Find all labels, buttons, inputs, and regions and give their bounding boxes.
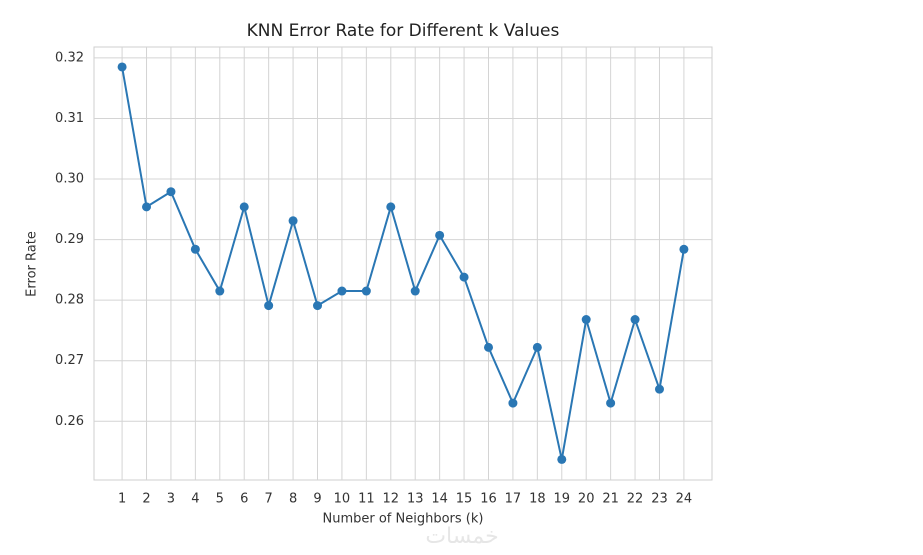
marker: [215, 286, 225, 296]
x-tick-label: 16: [480, 492, 497, 507]
x-tick-label: 11: [358, 492, 375, 507]
x-tick-label: 8: [289, 492, 297, 507]
x-tick-label: 4: [191, 492, 199, 507]
y-tick-label: 0.29: [55, 232, 84, 247]
marker: [508, 398, 518, 408]
marker: [264, 301, 274, 311]
x-tick-label: 7: [265, 492, 273, 507]
marker: [679, 244, 689, 254]
marker: [361, 286, 371, 296]
y-axis-label: Error Rate: [25, 231, 40, 297]
x-tick-label: 3: [167, 492, 175, 507]
x-tick-label: 13: [407, 492, 424, 507]
y-tick-label: 0.32: [55, 50, 84, 65]
marker: [654, 384, 664, 394]
marker: [239, 202, 249, 212]
x-tick-label: 6: [240, 492, 248, 507]
marker: [532, 342, 542, 352]
marker: [142, 202, 152, 212]
marker: [483, 342, 493, 352]
marker: [606, 398, 616, 408]
x-tick-label: 2: [142, 492, 150, 507]
x-tick-label: 18: [529, 492, 546, 507]
x-tick-label: 14: [431, 492, 448, 507]
x-tick-label: 24: [676, 492, 693, 507]
x-tick-label: 15: [456, 492, 473, 507]
x-tick-label: 5: [216, 492, 224, 507]
marker: [288, 216, 298, 226]
x-tick-label: 22: [627, 492, 644, 507]
x-tick-label: 1: [118, 492, 126, 507]
x-tick-label: 20: [578, 492, 595, 507]
marker: [459, 272, 469, 282]
marker: [166, 187, 176, 197]
plot-area: [93, 46, 713, 481]
marker: [313, 301, 323, 311]
y-tick-label: 0.26: [55, 414, 84, 429]
y-tick-label: 0.31: [55, 111, 84, 126]
x-tick-label: 23: [651, 492, 668, 507]
marker: [581, 315, 591, 325]
x-axis-label: Number of Neighbors (k): [323, 512, 484, 527]
marker: [190, 244, 200, 254]
x-tick-label: 21: [602, 492, 619, 507]
marker: [117, 62, 127, 72]
marker: [435, 230, 445, 240]
chart-title: KNN Error Rate for Different k Values: [247, 21, 560, 41]
watermark: خمسات: [425, 524, 498, 549]
marker: [337, 286, 347, 296]
marker: [630, 315, 640, 325]
x-tick-label: 12: [383, 492, 400, 507]
marker: [410, 286, 420, 296]
marker: [557, 454, 567, 464]
y-tick-label: 0.28: [55, 293, 84, 308]
x-tick-label: 19: [554, 492, 571, 507]
x-tick-label: 10: [334, 492, 351, 507]
y-tick-label: 0.27: [55, 353, 84, 368]
line: [121, 66, 685, 460]
marker: [386, 202, 396, 212]
y-tick-label: 0.30: [55, 172, 84, 187]
x-tick-label: 9: [313, 492, 321, 507]
x-tick-label: 17: [505, 492, 522, 507]
